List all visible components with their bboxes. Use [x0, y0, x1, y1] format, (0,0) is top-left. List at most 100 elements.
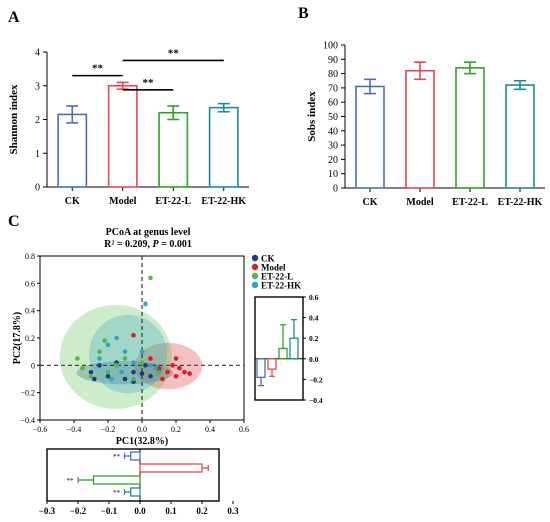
x-tick-label: −0.6 [33, 425, 48, 434]
bar [355, 85, 385, 189]
data-point [114, 363, 119, 368]
data-point [131, 369, 136, 375]
y-tick-label: 1 [35, 149, 40, 160]
y-tick-label: 10 [328, 169, 338, 180]
legend-label: ET-22-HK [261, 281, 301, 291]
bottom-box-bar [139, 463, 203, 473]
panel-b-ylabel: Sobs index [306, 91, 318, 142]
y-tick-label: 0.6 [25, 279, 35, 288]
x-tick-label: −0.2 [101, 425, 116, 434]
x-tick-label: 0.6 [239, 425, 249, 434]
y-tick-label: 60 [328, 98, 338, 109]
y-tick-label: 90 [328, 55, 338, 66]
y-tick-label: 0 [35, 183, 40, 194]
y-tick-label: 2 [35, 115, 40, 126]
data-point [139, 349, 145, 354]
y-tick-label: 50 [328, 112, 338, 123]
pcoa-axes: −0.6 −0.4 −0.2 0.0 0.2 0.4 0.6−0.4−0.200.20.40… [20, 252, 249, 434]
data-point [122, 356, 128, 361]
right-box-tick-label: −0.2 [309, 375, 323, 384]
right-box-bar [289, 337, 299, 360]
bottom-box-tick-label: 0.2 [196, 506, 208, 516]
x-tick-label: 0.4 [205, 425, 215, 434]
pcoa-stats: R² = 0.209, P = 0.001 [104, 239, 192, 250]
y-tick-label: 0.2 [25, 334, 35, 343]
data-point [105, 369, 111, 375]
data-point [148, 356, 153, 361]
y-tick-label: 3 [35, 81, 40, 92]
data-point [182, 369, 187, 375]
bottom-box-sig: ** [113, 453, 121, 461]
legend-label: Model [261, 263, 286, 273]
legend-marker [251, 254, 259, 262]
x-tick-label: Model [109, 196, 136, 207]
pcoa-bottom-boxplot: −0.3 −0.2 −0.1 0.0 0.1 0.2 0.3 ** ** ** [39, 448, 239, 516]
y-tick-label: 4 [35, 48, 40, 59]
x-tick-label: ET-22-L [155, 196, 191, 207]
pcoa-right-boxplot: 0.6 0.4 0.2 0.0 −0.2 −0.4 [254, 293, 323, 405]
data-point [148, 373, 153, 379]
right-box-tick-label: −0.4 [309, 396, 323, 405]
x-tick-label: ET-22-HK [498, 197, 543, 208]
right-box-bar [267, 358, 277, 370]
data-point [170, 363, 175, 368]
right-box-bar [256, 358, 266, 378]
data-point [131, 360, 136, 365]
panel-label-a: A [8, 9, 20, 26]
significance-label: ** [143, 77, 155, 89]
pcoa-ylabel: PC2(17.8%) [12, 312, 23, 365]
data-point [156, 365, 162, 371]
pcoa-points [75, 275, 192, 385]
data-point [139, 360, 145, 365]
data-point [177, 365, 182, 371]
right-box-tick-label: 0.6 [309, 293, 319, 302]
y-tick-label: −0.2 [20, 389, 35, 398]
bottom-box-tick-label: 0.1 [165, 506, 177, 516]
y-tick-label: 100 [323, 41, 338, 52]
panel-a-chart: Shannon index 0 1 2 3 4 CK Model ET-22-L ET-22-H… [8, 47, 249, 207]
data-point [173, 373, 179, 379]
data-point [75, 356, 80, 361]
right-box-tick-label: 0.2 [309, 334, 319, 343]
x-tick-label: 0.0 [137, 425, 147, 434]
x-tick-label: CK [363, 197, 378, 208]
pcoa-xlabel: PC1(32.8%) [116, 436, 169, 447]
confidence-ellipse [59, 304, 172, 409]
panel-a-ylabel: Shannon index [8, 84, 20, 155]
legend-label: CK [261, 254, 275, 264]
data-point [119, 369, 124, 375]
panel-c-pcoa: PCoA at genus level R² = 0.209, P = 0.00… [12, 227, 323, 516]
bottom-box-sig: ** [67, 477, 75, 485]
bottom-box-bar [130, 487, 141, 497]
y-tick-label: 0 [31, 361, 35, 370]
data-point [92, 376, 97, 382]
panel-a-significance: ** ** ** [72, 47, 224, 91]
pcoa-stat-p-value: = 0.001 [159, 239, 192, 250]
pcoa-stat-r: R² = 0.209, [104, 239, 152, 250]
panel-a-axes: 0 1 2 3 4 CK Model ET-22-L ET-22-HK [35, 48, 249, 207]
data-point [105, 373, 111, 379]
right-box-tick-label: 0.4 [309, 314, 319, 323]
data-point [105, 342, 111, 348]
bar [405, 69, 435, 189]
data-point [97, 363, 102, 368]
legend-marker [251, 281, 259, 289]
pcoa-stat-p-letter: P [153, 239, 160, 250]
x-tick-label: CK [65, 196, 80, 207]
bar [505, 84, 535, 189]
panel-a-bars [57, 81, 239, 188]
legend-label: ET-22-L [261, 272, 293, 282]
data-point [109, 376, 114, 382]
right-box-frame [254, 296, 304, 401]
pcoa-ellipses [59, 304, 203, 409]
bar [107, 84, 138, 188]
data-point [131, 376, 136, 382]
bar [455, 67, 485, 189]
pcoa-title: PCoA at genus level [106, 227, 191, 238]
bottom-box-frame [46, 448, 220, 502]
bottom-box-bar [92, 475, 141, 485]
legend-marker [251, 263, 259, 271]
confidence-ellipse [89, 314, 168, 394]
legend-marker [251, 272, 259, 280]
